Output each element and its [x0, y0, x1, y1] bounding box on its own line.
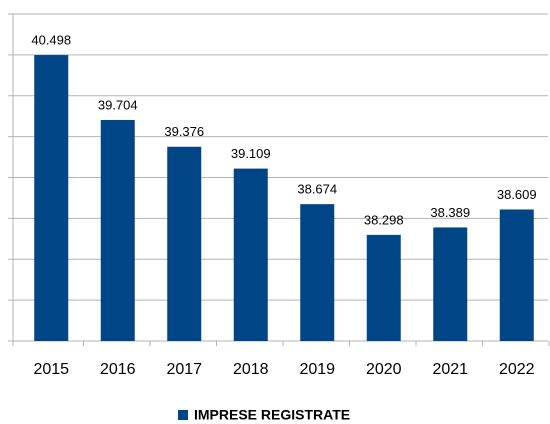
x-tick-label: 2020 [366, 361, 402, 378]
legend-label: IMPRESE REGISTRATE [194, 407, 350, 423]
bar [167, 146, 202, 341]
value-label: 40.498 [31, 32, 71, 47]
bar [499, 209, 534, 341]
bar [366, 234, 401, 341]
value-label: 39.376 [164, 124, 204, 139]
value-label: 39.109 [231, 146, 271, 161]
x-tick-label: 2017 [166, 361, 202, 378]
x-tick-label: 2022 [499, 361, 535, 378]
value-label: 38.298 [364, 212, 404, 227]
x-tick-label: 2016 [100, 361, 136, 378]
x-tick-label: 2019 [299, 361, 335, 378]
value-label: 38.609 [497, 187, 537, 202]
value-label: 38.674 [297, 182, 337, 197]
legend-swatch [178, 410, 188, 420]
bar [100, 119, 135, 341]
value-label: 38.389 [430, 205, 470, 220]
x-tick-label: 2021 [432, 361, 468, 378]
bar [433, 227, 468, 341]
bar [34, 55, 69, 341]
bar [233, 168, 268, 341]
x-tick-label: 2015 [33, 361, 69, 378]
value-label: 39.704 [98, 97, 138, 112]
x-tick-label: 2018 [233, 361, 269, 378]
bar [300, 204, 335, 341]
